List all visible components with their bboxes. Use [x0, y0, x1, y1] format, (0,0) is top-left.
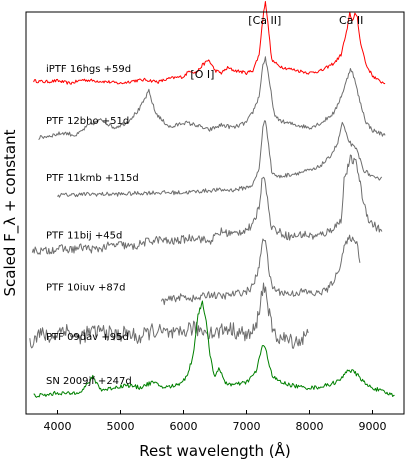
y-axis-label: Scaled F_λ + constant	[1, 129, 20, 296]
series-layer	[29, 1, 395, 398]
series-line-2	[57, 120, 383, 198]
line-labels: [O I] [Ca II] Ca II	[190, 14, 363, 81]
series-label-6: SN 2009jf +247d	[46, 376, 132, 387]
line-label-2: Ca II	[339, 14, 363, 27]
series-line-1	[38, 56, 386, 140]
series-label-5: PTF 09dav +95d	[46, 332, 129, 343]
x-axis-label: Rest wavelength (Å)	[139, 441, 291, 460]
series-label-0: iPTF 16hgs +59d	[46, 64, 131, 75]
x-tick-label: 9000	[359, 420, 387, 433]
series-line-5	[29, 282, 309, 349]
series-labels: iPTF 16hgs +59d PTF 12bho +51d PTF 11kmb +…	[46, 64, 139, 387]
series-label-2: PTF 11kmb +115d	[46, 173, 139, 184]
line-label-1: [Ca II]	[248, 14, 281, 27]
x-tick-label: 5000	[107, 420, 135, 433]
plot-frame	[25, 11, 405, 415]
series-label-1: PTF 12bho +51d	[46, 116, 129, 127]
series-label-4: PTF 10iuv +87d	[46, 282, 125, 293]
line-label-0: [O I]	[190, 68, 214, 81]
x-tick-label: 8000	[296, 420, 324, 433]
series-line-6	[33, 300, 395, 398]
x-tick-label: 4000	[44, 420, 72, 433]
x-tick-label: 6000	[170, 420, 198, 433]
series-line-4	[160, 234, 361, 306]
series-line-0	[33, 1, 386, 85]
series-line-3	[31, 154, 383, 255]
x-ticks: 4000 5000 6000 7000 8000 9000	[44, 410, 387, 433]
series-label-3: PTF 11bij +45d	[46, 230, 122, 241]
x-tick-label: 7000	[233, 420, 261, 433]
